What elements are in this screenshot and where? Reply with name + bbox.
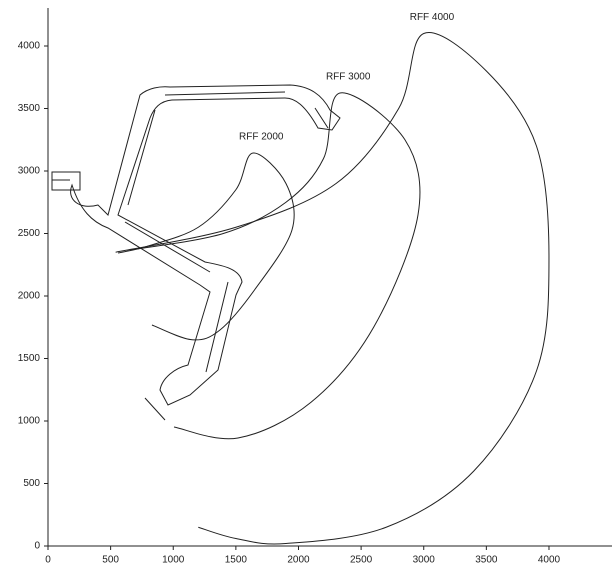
x-tick-label: 4000 bbox=[538, 555, 561, 566]
x-tick-label: 1000 bbox=[162, 555, 185, 566]
y-tick-label: 2500 bbox=[18, 228, 41, 239]
y-tick-label: 1500 bbox=[18, 353, 41, 364]
y-tick-label: 4000 bbox=[18, 41, 41, 52]
reach-curve bbox=[115, 32, 550, 545]
curve-label: RFF 4000 bbox=[410, 12, 455, 23]
x-tick-label: 3000 bbox=[413, 555, 436, 566]
y-tick-label: 3500 bbox=[18, 103, 41, 114]
arm-outline bbox=[70, 84, 341, 406]
arm-drawing bbox=[51, 84, 341, 421]
x-tick-label: 1500 bbox=[225, 555, 248, 566]
reach-curve bbox=[117, 152, 295, 341]
y-tick-label: 1000 bbox=[18, 416, 41, 427]
curve-label: RFF 2000 bbox=[239, 132, 284, 143]
y-tick-label: 3000 bbox=[18, 166, 41, 177]
x-tick-label: 0 bbox=[45, 555, 51, 566]
reach-curve bbox=[129, 92, 421, 440]
y-tick-label: 0 bbox=[34, 541, 40, 552]
x-tick-label: 2000 bbox=[287, 555, 310, 566]
arm-details bbox=[124, 91, 329, 421]
wall-bracket bbox=[51, 171, 81, 191]
x-tick-label: 2500 bbox=[350, 555, 373, 566]
y-tick-label: 2000 bbox=[18, 291, 41, 302]
curve-label: RFF 3000 bbox=[326, 72, 371, 83]
y-tick-label: 500 bbox=[23, 478, 40, 489]
x-tick-label: 500 bbox=[102, 555, 119, 566]
x-tick-label: 3500 bbox=[475, 555, 498, 566]
